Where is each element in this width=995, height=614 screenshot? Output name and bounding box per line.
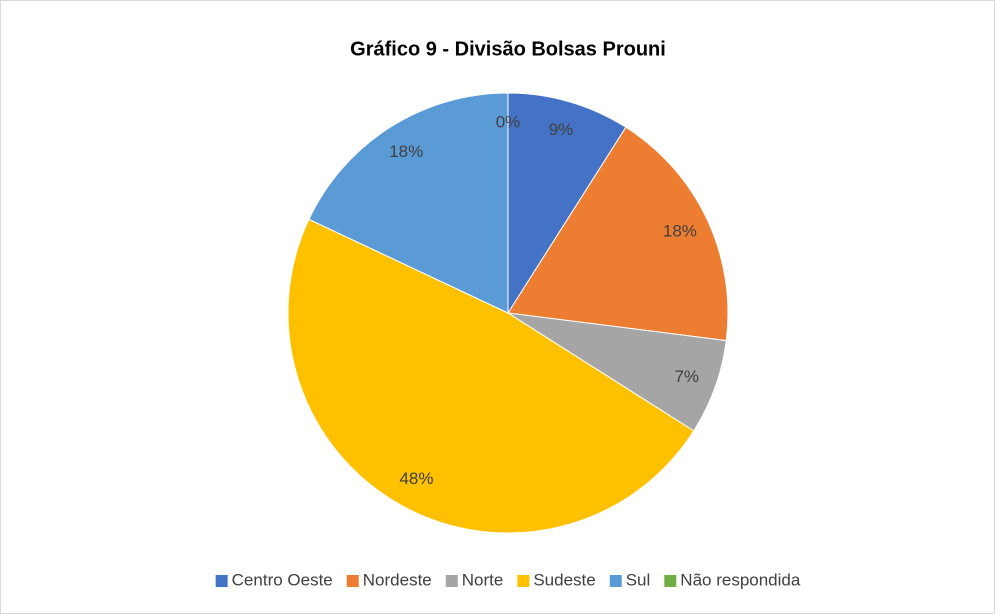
pie-slice [287, 218, 695, 534]
legend-swatch [664, 575, 677, 587]
data-label: 9% [549, 120, 574, 139]
pie-slice [308, 92, 509, 314]
legend-swatch [346, 575, 359, 587]
chart-title: Gráfico 9 - Divisão Bolsas Prouni [350, 38, 666, 60]
legend-label: Sudeste [533, 570, 595, 589]
legend-label: Norte [462, 570, 504, 589]
legend-swatch [517, 575, 530, 587]
data-label: 48% [399, 469, 433, 488]
data-label: 18% [389, 142, 423, 161]
legend-label: Sul [626, 570, 651, 589]
pie-slice [507, 92, 627, 315]
data-label: 7% [674, 367, 699, 386]
data-label: 18% [663, 222, 697, 241]
legend-label: Nordeste [363, 570, 432, 589]
legend-swatch [609, 575, 622, 587]
legend-swatch [215, 575, 228, 587]
legend-label: Não respondida [680, 570, 801, 589]
data-label: 0% [496, 112, 521, 131]
legend-label: Centro Oeste [232, 570, 333, 589]
legend-swatch [445, 575, 458, 587]
pie-slice [507, 126, 729, 342]
